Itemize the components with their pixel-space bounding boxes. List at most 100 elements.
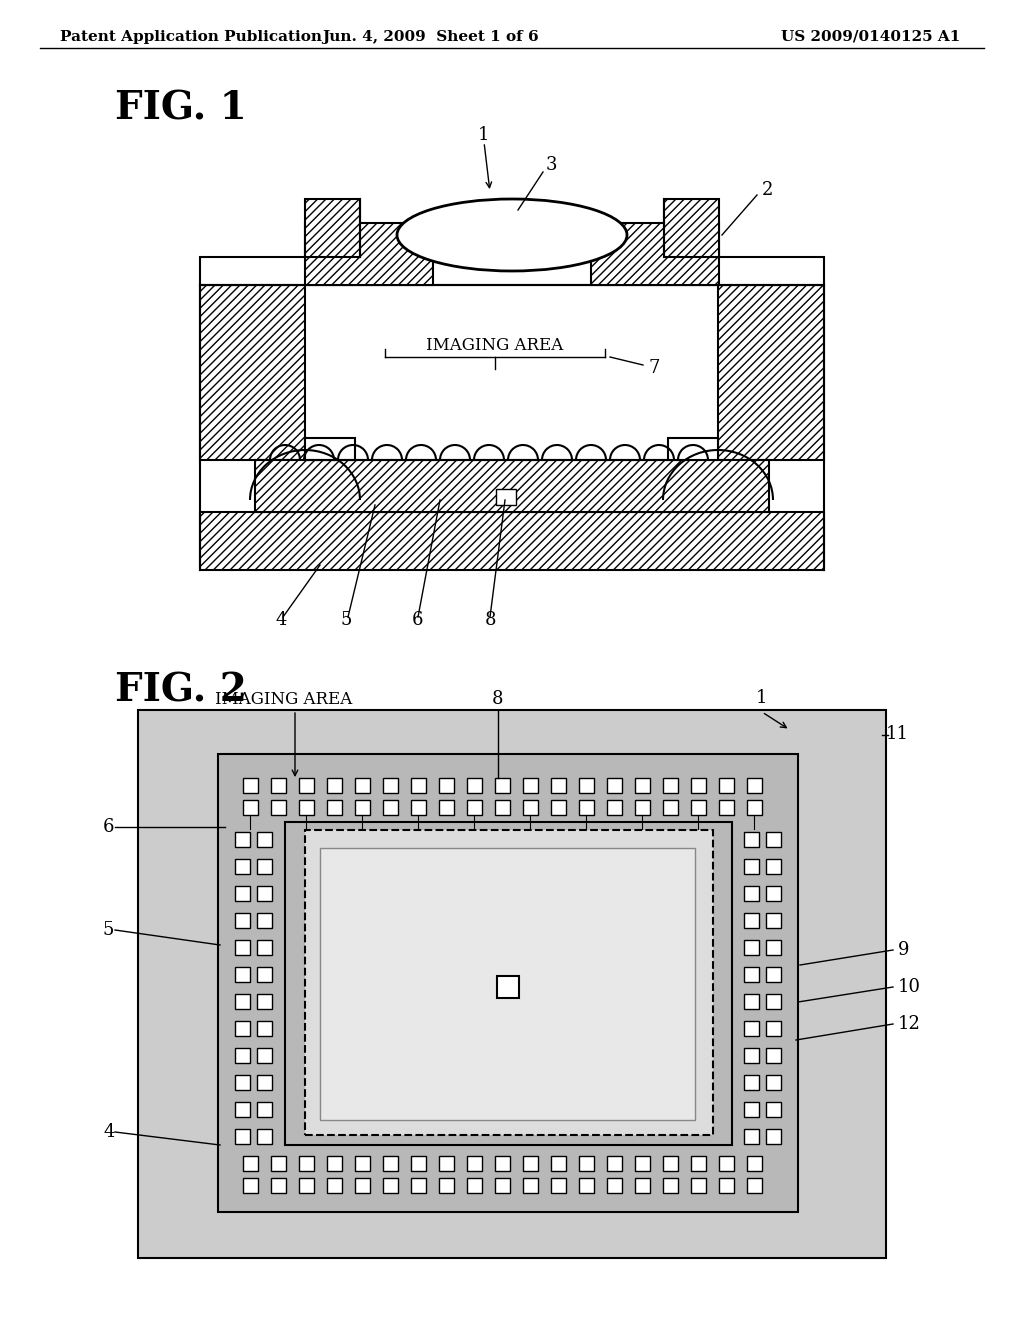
Text: 5: 5 [103,921,115,939]
Bar [606,777,622,792]
Text: FIG. 1: FIG. 1 [115,90,247,128]
Bar [766,1074,780,1089]
Text: 7: 7 [648,359,659,378]
Bar [256,1129,271,1143]
Bar [255,459,769,512]
Bar [234,832,250,846]
Bar [256,1101,271,1117]
Bar [354,1177,370,1192]
Bar [690,1155,706,1171]
Bar [496,488,516,506]
Bar [495,1177,510,1192]
Bar [255,459,769,512]
Bar [766,1048,780,1063]
Bar [200,257,824,285]
Bar [719,800,733,814]
Bar [270,1177,286,1192]
Text: 4: 4 [275,611,287,630]
Bar [256,966,271,982]
Text: 8: 8 [492,690,504,708]
Bar [668,438,718,459]
Bar [746,1155,762,1171]
Bar [766,940,780,954]
Bar [411,1155,426,1171]
Bar [719,777,733,792]
Bar [243,800,257,814]
Bar [383,1177,397,1192]
Text: 4: 4 [103,1123,115,1140]
Text: 11: 11 [886,725,909,743]
Bar [200,285,305,459]
Bar [438,777,454,792]
Bar [411,1177,426,1192]
Bar [743,832,759,846]
Bar [579,800,594,814]
Bar [218,754,798,1212]
Bar [663,1155,678,1171]
Bar [438,800,454,814]
Bar [495,800,510,814]
Bar [354,777,370,792]
Bar [467,777,481,792]
Bar [579,777,594,792]
Bar [256,940,271,954]
Bar [234,1101,250,1117]
Bar [743,1101,759,1117]
Bar [285,822,732,1144]
Bar [718,285,824,459]
Bar [663,777,678,792]
Ellipse shape [397,199,627,271]
Bar [383,800,397,814]
Bar [766,832,780,846]
Bar [551,1177,565,1192]
Bar [606,1177,622,1192]
Bar [635,1177,649,1192]
Bar [200,512,824,570]
Bar [354,1155,370,1171]
Text: 1: 1 [478,125,489,144]
Bar [438,1155,454,1171]
Bar [635,777,649,792]
Bar [299,800,313,814]
Bar [495,777,510,792]
Bar [718,285,824,459]
Bar [522,1155,538,1171]
Bar [606,1155,622,1171]
Bar [495,1155,510,1171]
Bar [743,1129,759,1143]
Bar [746,777,762,792]
Bar [719,1177,733,1192]
Bar [690,1177,706,1192]
Bar [200,285,305,459]
Bar [256,994,271,1008]
Bar [690,800,706,814]
Text: US 2009/0140125 A1: US 2009/0140125 A1 [780,30,961,44]
Bar [138,710,886,1258]
Bar [690,777,706,792]
Text: 10: 10 [898,978,921,997]
Bar [234,1074,250,1089]
Bar [719,1155,733,1171]
Bar [327,777,341,792]
Bar [522,777,538,792]
Bar [766,966,780,982]
Bar [551,777,565,792]
Bar [234,1020,250,1035]
Text: 6: 6 [412,611,424,630]
Bar [664,199,719,257]
Bar [438,1177,454,1192]
Bar [467,1155,481,1171]
Bar [635,1155,649,1171]
Bar [383,777,397,792]
Bar [766,858,780,874]
Bar [663,800,678,814]
Bar [664,199,719,257]
Bar [305,223,433,285]
Bar [234,966,250,982]
Bar [256,1020,271,1035]
Bar [551,800,565,814]
Bar [766,1020,780,1035]
Text: 1: 1 [756,689,768,708]
Bar [305,830,713,1135]
Bar [234,912,250,928]
